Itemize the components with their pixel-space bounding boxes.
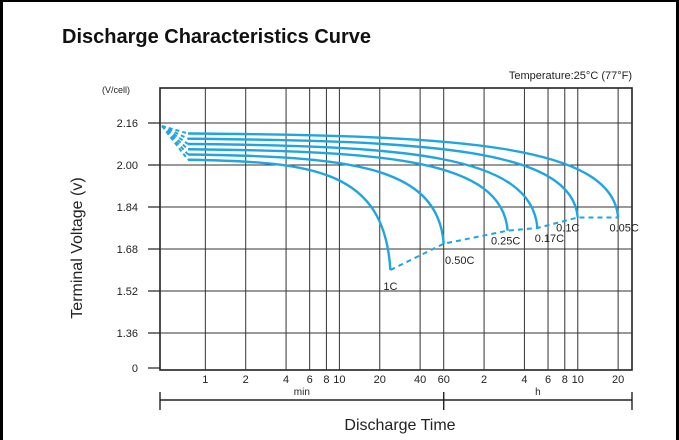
series-label: 0.1C (556, 223, 579, 235)
y-tick-label: 2.16 (117, 118, 138, 130)
plot-border (159, 87, 633, 371)
x-unit-h: h (535, 387, 541, 398)
series-label: 0.17C (535, 233, 564, 245)
discharge-curve (187, 148, 509, 231)
y-tick-label: 0 (132, 363, 138, 375)
x-axis-title: Discharge Time (344, 417, 455, 434)
x-tick-label: 10 (572, 374, 584, 386)
x-unit-min: min (294, 387, 310, 398)
temperature-annotation: Temperature:25°C (77°F) (509, 70, 632, 82)
x-tick-label: 2 (243, 374, 249, 386)
x-tick-label: 20 (374, 374, 386, 386)
y-unit-label: (V/cell) (102, 85, 130, 95)
y-tick-label: 1.36 (117, 328, 138, 340)
x-tick-label: 6 (307, 374, 313, 386)
discharge-curve (187, 142, 539, 229)
initial-drop-dash (161, 125, 189, 140)
initial-drop-dash (161, 125, 189, 156)
series-label: 1C (383, 281, 397, 293)
y-tick-label: 2.00 (117, 160, 138, 172)
series-label: 0.25C (491, 236, 520, 248)
x-tick-label: 8 (323, 374, 329, 386)
discharge-curve (187, 153, 445, 244)
y-axis-title: Terminal Voltage (v) (69, 177, 86, 318)
y-tick-label: 1.52 (117, 286, 138, 298)
x-tick-label: 20 (612, 374, 624, 386)
initial-drop-dash (161, 125, 189, 135)
x-tick-label: 6 (545, 374, 551, 386)
x-tick-label: 8 (562, 374, 568, 386)
discharge-curve (187, 158, 392, 271)
chart-title: Discharge Characteristics Curve (62, 26, 372, 48)
y-tick-label: 1.84 (117, 202, 138, 214)
x-tick-label: 10 (333, 374, 345, 386)
x-tick-label: 2 (481, 374, 487, 386)
end-voltage-dash (389, 216, 619, 271)
initial-drop-dash (161, 125, 189, 161)
series-label: 0.50C (445, 255, 474, 267)
initial-drop-dash (161, 125, 189, 150)
discharge-curve (187, 137, 579, 218)
x-tick-label: 1 (202, 374, 208, 386)
x-tick-label: 4 (283, 374, 289, 386)
y-tick-label: 1.68 (117, 244, 138, 256)
discharge-curve (187, 132, 620, 218)
x-tick-label: 40 (414, 374, 426, 386)
x-tick-label: 60 (438, 374, 450, 386)
x-tick-label: 4 (521, 374, 527, 386)
series-label: 0.05C (609, 223, 638, 235)
initial-drop-dash (161, 125, 189, 145)
